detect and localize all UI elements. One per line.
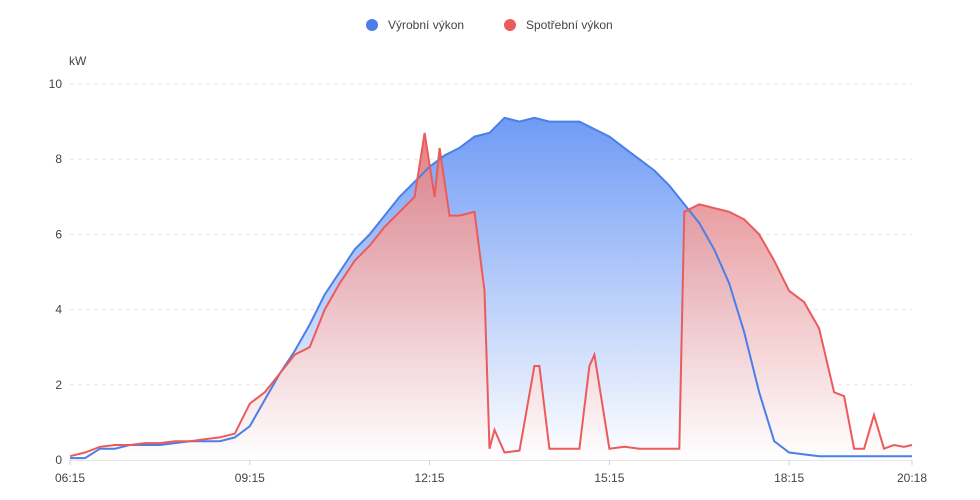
x-tick-label: 18:15 — [774, 471, 804, 485]
y-tick-label: 8 — [55, 152, 62, 166]
legend-marker-production — [366, 19, 378, 31]
x-axis-ticks: 06:15 09:15 12:15 15:15 18:15 20:18 — [55, 460, 927, 485]
y-tick-label: 4 — [55, 303, 62, 317]
y-tick-label: 10 — [49, 77, 63, 91]
y-tick-label: 0 — [55, 453, 62, 467]
legend-marker-consumption — [504, 19, 516, 31]
series-area-consumption — [70, 132, 912, 460]
y-axis-unit-label: kW — [69, 54, 87, 68]
y-tick-label: 6 — [55, 227, 62, 241]
legend-label-production: Výrobní výkon — [388, 18, 464, 32]
x-tick-label: 15:15 — [594, 471, 624, 485]
series-line-consumption — [69, 132, 913, 458]
x-tick-label: 20:18 — [897, 471, 927, 485]
legend-item-production[interactable]: Výrobní výkon — [366, 18, 464, 32]
x-tick-label: 06:15 — [55, 471, 85, 485]
legend-item-consumption[interactable]: Spotřební výkon — [504, 18, 613, 32]
legend: Výrobní výkon Spotřební výkon — [366, 18, 613, 32]
series-group — [69, 116, 913, 461]
y-tick-label: 2 — [55, 378, 62, 392]
y-axis-ticks: 0 2 4 6 8 10 — [49, 77, 63, 467]
legend-label-consumption: Spotřební výkon — [526, 18, 613, 32]
series-line-production — [70, 116, 912, 460]
x-tick-label: 09:15 — [235, 471, 265, 485]
x-tick-label: 12:15 — [415, 471, 445, 485]
